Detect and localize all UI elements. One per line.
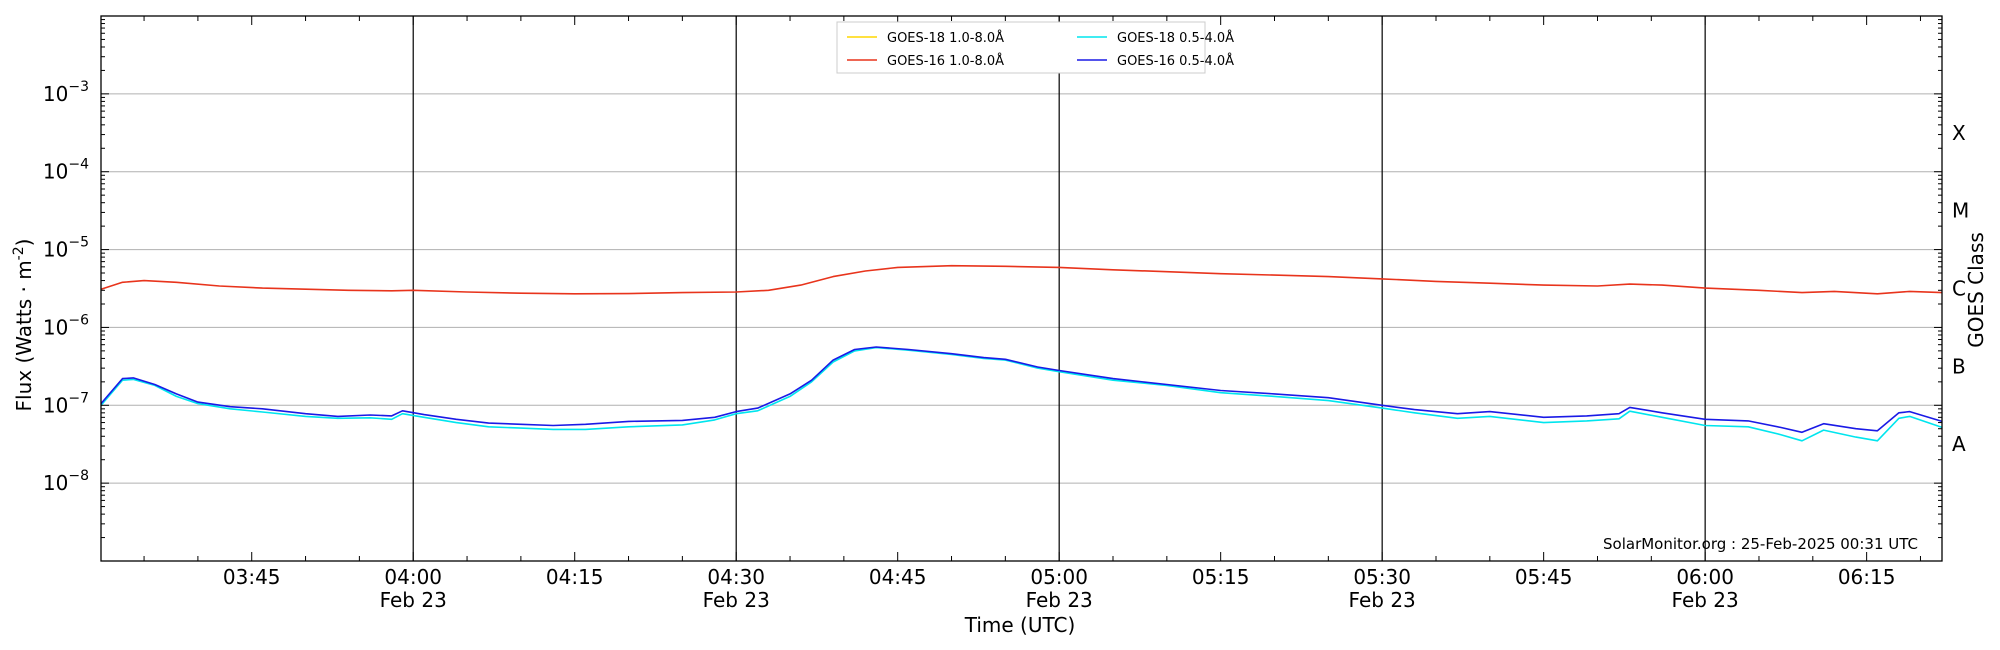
x-tick-label: 06:00: [1676, 565, 1734, 589]
legend-box: [836, 21, 1206, 74]
legend-entry: GOES-16 1.0-8.0Å: [887, 53, 1004, 69]
goes-class-label: A: [1952, 432, 1966, 456]
x-tick-label: 04:15: [546, 565, 604, 589]
x-tick-label: 04:45: [869, 565, 927, 589]
x-tick-label: 04:30: [707, 565, 765, 589]
y-tick-labels: 10−8 10−7 10−6 10−5 10−4 10−3: [43, 79, 89, 495]
x-tick-date-label: Feb 23: [1349, 588, 1416, 612]
plot-frame: [100, 15, 1943, 562]
goes-class-label: B: [1952, 354, 1966, 378]
x-tick-date-label: Feb 23: [1672, 588, 1739, 612]
x-tick-date-label: Feb 23: [1026, 588, 1093, 612]
source-credit: SolarMonitor.org : 25-Feb-2025 00:31 UTC: [1603, 535, 1918, 553]
x-tick-label: 06:15: [1838, 565, 1896, 589]
x-axis-title: Time (UTC): [964, 613, 1076, 637]
x-tick-date-label: Feb 23: [703, 588, 770, 612]
x-tick-label: 05:45: [1515, 565, 1573, 589]
series-line-4: [100, 346, 1943, 434]
y-tick-label: 10−3: [43, 79, 89, 106]
x-tick-label: 05:15: [1192, 565, 1250, 589]
y-axis-title: Flux (Watts · m-2): [11, 239, 36, 412]
y-tick-label: 10−8: [43, 468, 89, 495]
plot-series: [100, 264, 1943, 442]
goes-class-labels: A B C M X: [1952, 121, 1969, 456]
goes-class-label: M: [1952, 199, 1969, 223]
y-tick-label: 10−6: [43, 312, 89, 339]
x-tick-label: 04:00: [384, 565, 442, 589]
axis-ticks: [101, 16, 1942, 562]
goes-class-label: C: [1952, 277, 1966, 301]
y-tick-label: 10−4: [43, 157, 89, 184]
legend-entry: GOES-16 0.5-4.0Å: [1117, 53, 1234, 69]
series-line-2: [100, 264, 1943, 295]
y-tick-label: 10−5: [43, 235, 89, 262]
legend-entry: GOES-18 1.0-8.0Å: [887, 30, 1004, 46]
y-tick-label: 10−7: [43, 390, 89, 417]
x-tick-date-label: Feb 23: [380, 588, 447, 612]
x-tick-label: 05:00: [1030, 565, 1088, 589]
x-tick-label: 03:45: [223, 565, 281, 589]
x-tick-label: 05:30: [1353, 565, 1411, 589]
grid-lines: [101, 93, 1942, 484]
goes-class-label: X: [1952, 121, 1966, 145]
legend: GOES-18 1.0-8.0Å GOES-16 1.0-8.0Å GOES-18 …: [836, 21, 1234, 74]
goes-class-axis-title: GOES Class: [1964, 232, 1988, 348]
legend-entry: GOES-18 0.5-4.0Å: [1117, 30, 1234, 46]
